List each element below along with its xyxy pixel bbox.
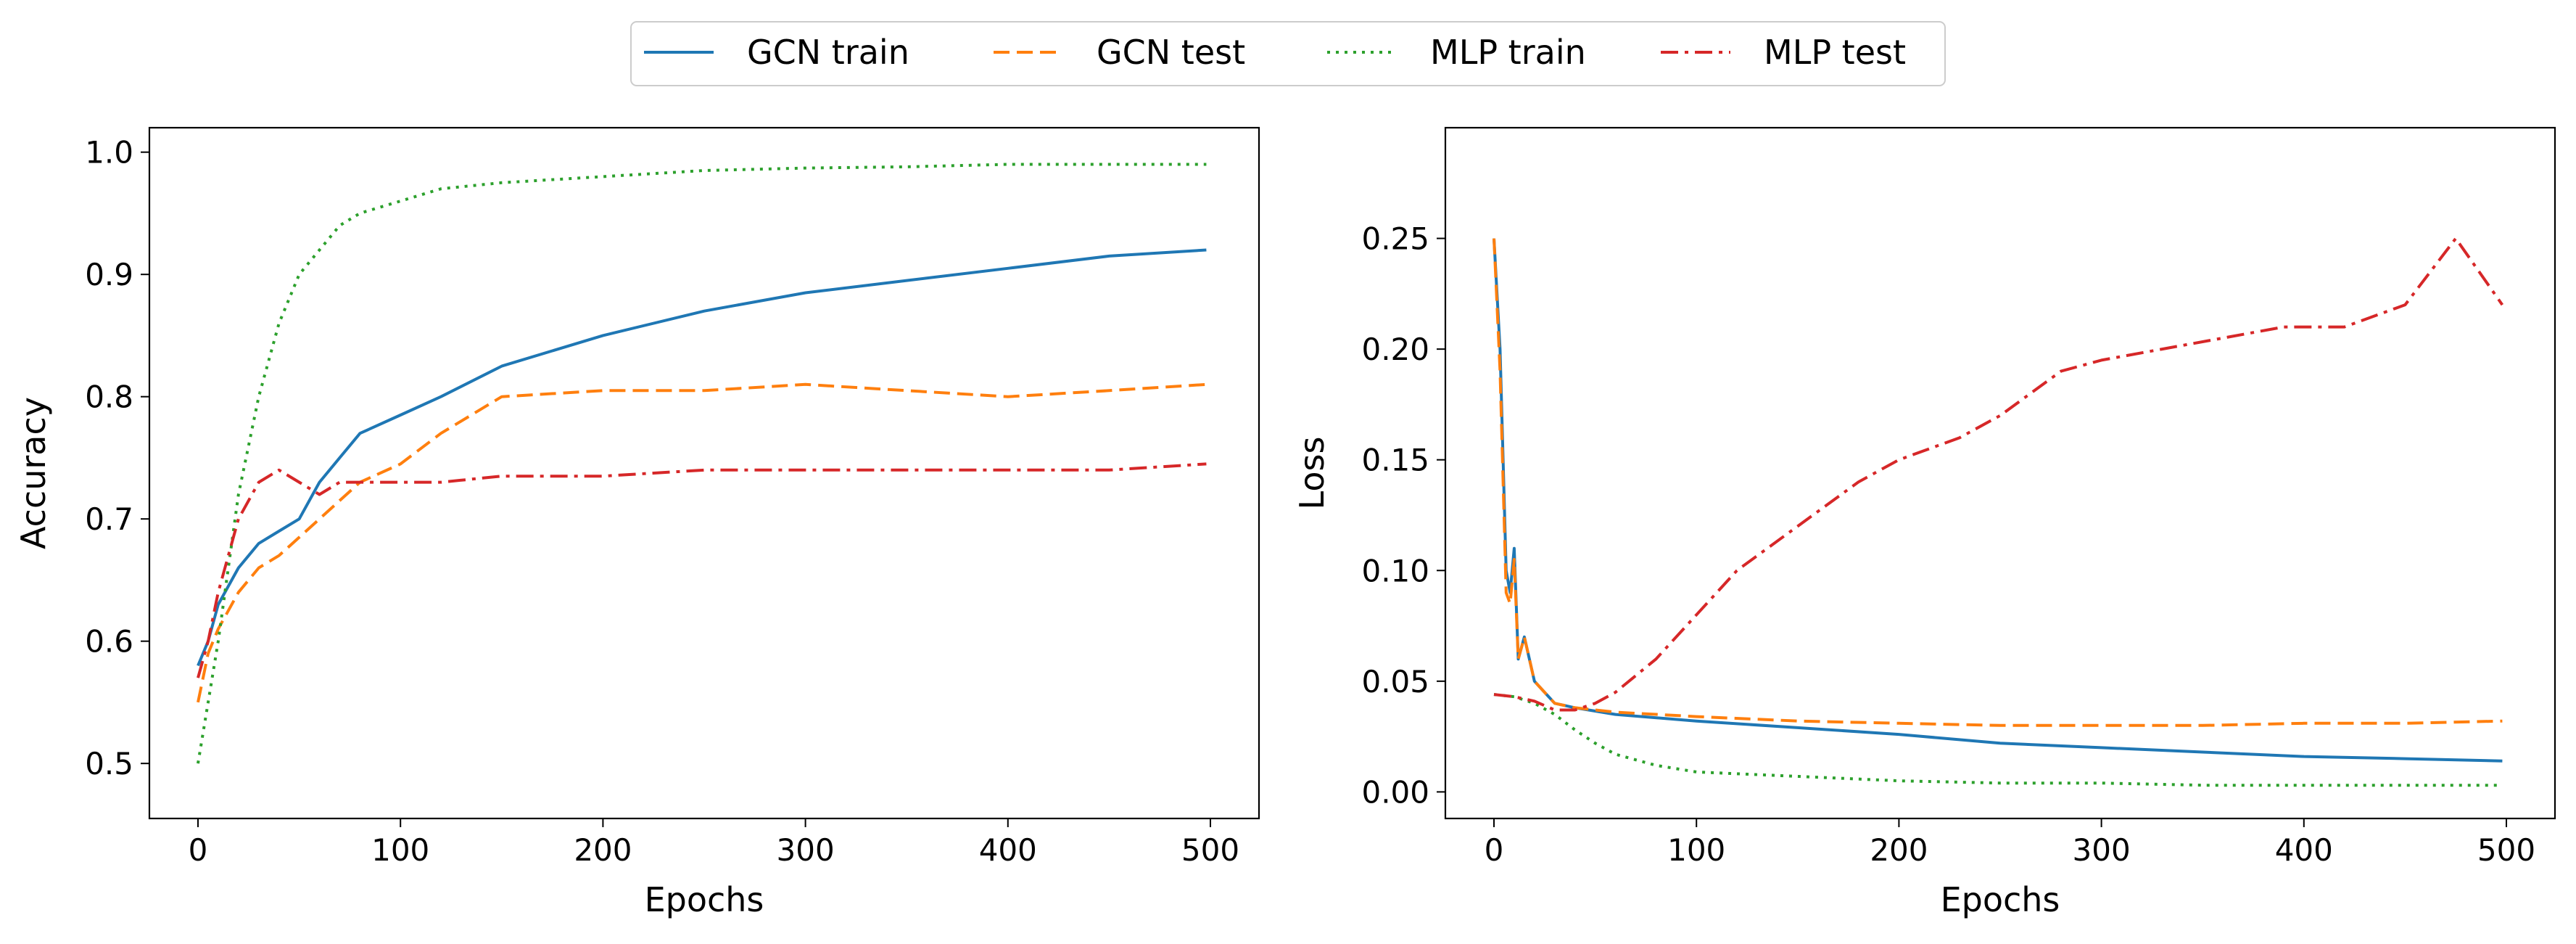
x-tick-label: 200	[1870, 832, 1928, 868]
x-tick-label: 100	[371, 832, 429, 868]
legend-box	[630, 21, 1946, 86]
legend-entry-label: GCN test	[1097, 33, 1245, 72]
y-tick-label: 0.15	[1361, 443, 1429, 478]
loss-plot: 0 100 200 300 400 500 0.00 0.05 0.10 0.15 0.20 0.25…	[1292, 126, 2556, 919]
x-tick-label: 200	[574, 832, 632, 868]
y-tick-label: 0.8	[85, 379, 133, 415]
x-tick-label: 300	[2073, 832, 2131, 868]
x-axis-label: Epochs	[1941, 880, 2060, 919]
series-line-gcn-train	[197, 248, 1207, 667]
y-tick-label: 0.7	[85, 501, 133, 537]
series-line-gcn-test	[197, 382, 1207, 703]
x-tick-label: 500	[1181, 832, 1239, 868]
axes-frame	[148, 126, 1260, 820]
series-lines	[1493, 237, 2504, 787]
series-lines	[197, 163, 1207, 764]
series-line-mlp-test	[1493, 237, 2504, 712]
y-axis-label: Accuracy	[14, 397, 53, 549]
series-line-mlp-train	[197, 163, 1207, 764]
axes-frame	[1444, 126, 2556, 820]
x-tick-label: 400	[2275, 832, 2333, 868]
y-axis-label: Loss	[1292, 437, 1332, 510]
x-axis-label: Epochs	[645, 880, 764, 919]
legend-entry-label: GCN train	[747, 33, 909, 72]
y-tick-label: 0.10	[1361, 553, 1429, 588]
x-tick-label: 300	[777, 832, 835, 868]
x-tick-label: 400	[979, 832, 1037, 868]
y-tick-label: 0.9	[85, 257, 133, 292]
x-tick-label: 0	[1485, 832, 1504, 868]
legend-entry-label: MLP test	[1764, 33, 1906, 72]
legend: GCN train GCN test MLP train MLP test	[630, 21, 1946, 86]
legend-entry-label: MLP train	[1430, 33, 1586, 72]
x-tick-label: 100	[1667, 832, 1725, 868]
series-line-gcn-test	[1493, 238, 2503, 727]
x-tick-label: 500	[2477, 832, 2535, 868]
y-tick-label: 0.00	[1361, 774, 1429, 810]
y-tick-label: 0.05	[1361, 664, 1429, 699]
y-tick-label: 0.20	[1361, 332, 1429, 367]
y-tick-label: 0.5	[85, 746, 133, 781]
x-tick-label: 0	[189, 832, 208, 868]
series-line-mlp-test	[197, 462, 1207, 678]
accuracy-plot: 0 100 200 300 400 500 0.5 0.6 0.7 0.8 0.9 1.0 Epochs…	[14, 126, 1260, 919]
y-tick-label: 0.6	[85, 624, 133, 660]
y-tick-label: 0.25	[1361, 221, 1429, 257]
y-tick-label: 1.0	[85, 135, 133, 171]
